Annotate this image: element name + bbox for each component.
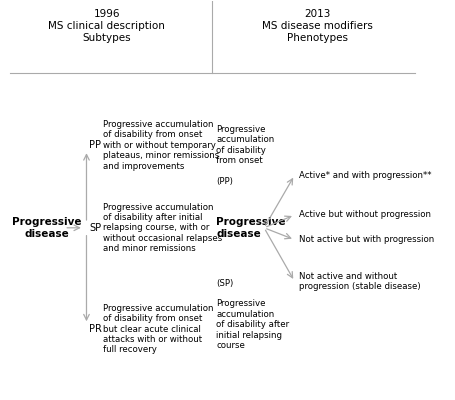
Text: Active but without progression: Active but without progression bbox=[298, 210, 430, 219]
Text: Progressive accumulation
of disability from onset
but clear acute clinical
attac: Progressive accumulation of disability f… bbox=[103, 304, 213, 354]
Text: PR: PR bbox=[89, 324, 102, 334]
Text: Progressive
accumulation
of disability
from onset

(PP): Progressive accumulation of disability f… bbox=[216, 125, 273, 186]
Text: Progressive accumulation
of disability after initial
relapsing course, with or
w: Progressive accumulation of disability a… bbox=[103, 202, 222, 253]
Text: 2013
MS disease modifiers
Phenotypes: 2013 MS disease modifiers Phenotypes bbox=[262, 9, 372, 42]
Text: Progressive accumulation
of disability from onset
with or without temporary
plat: Progressive accumulation of disability f… bbox=[103, 120, 219, 171]
Text: Progressive
disease: Progressive disease bbox=[216, 217, 285, 239]
Text: Not active but with progression: Not active but with progression bbox=[298, 235, 434, 244]
Text: PP: PP bbox=[89, 140, 101, 150]
Text: Progressive
disease: Progressive disease bbox=[12, 217, 82, 239]
Text: Active* and with progression**: Active* and with progression** bbox=[298, 171, 431, 180]
Text: SP: SP bbox=[89, 223, 101, 233]
Text: (SP)

Progressive
accumulation
of disability after
initial relapsing
course: (SP) Progressive accumulation of disabil… bbox=[216, 278, 288, 350]
Text: Not active and without
progression (stable disease): Not active and without progression (stab… bbox=[298, 272, 420, 291]
Text: 1996
MS clinical description
Subtypes: 1996 MS clinical description Subtypes bbox=[48, 9, 165, 42]
